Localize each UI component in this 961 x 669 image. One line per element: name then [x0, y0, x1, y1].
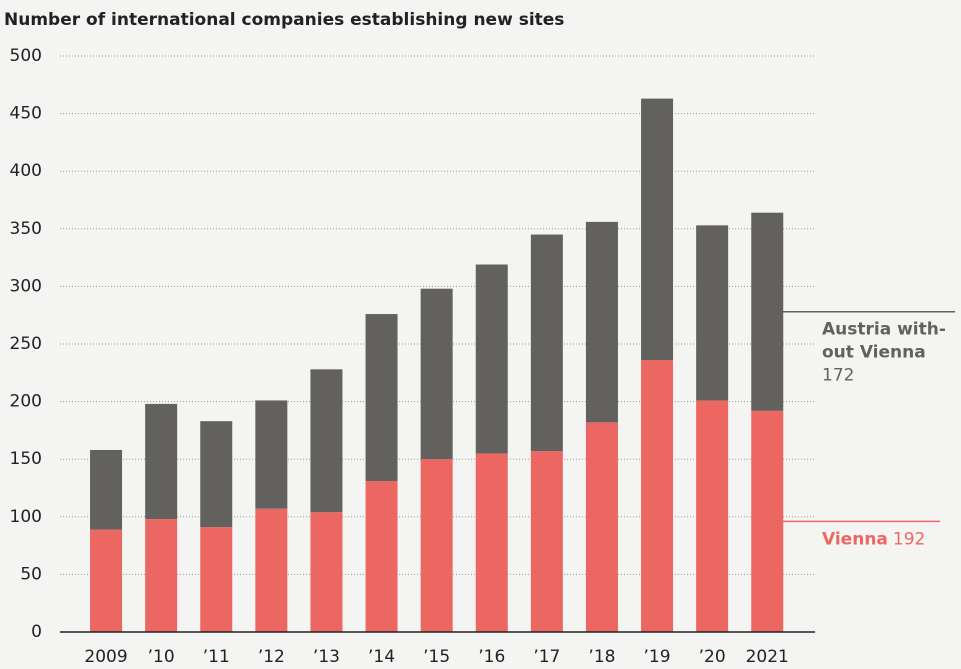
chart-title: Number of international companies establ… — [4, 10, 564, 30]
x-tick-label: ’15 — [423, 647, 450, 667]
bar-segment — [696, 400, 729, 632]
bar-segment — [365, 314, 398, 482]
bar-segment — [585, 422, 618, 632]
bar-segment — [310, 369, 343, 513]
bar-segment — [530, 234, 563, 452]
bar-segment — [90, 529, 123, 632]
bar-segment — [255, 508, 288, 632]
bar-segment — [751, 410, 784, 632]
bar-segment — [585, 221, 618, 423]
series-value-label: 192 — [893, 529, 925, 549]
bar-segment — [641, 98, 674, 361]
y-tick-label: 450 — [10, 104, 42, 124]
series-label: Austria with-out Vienna — [822, 320, 946, 363]
bar-segment — [145, 519, 178, 632]
bar-segment — [420, 288, 453, 460]
y-tick-label: 350 — [10, 219, 42, 239]
bar-segment — [200, 527, 233, 632]
y-tick-label: 100 — [10, 507, 42, 527]
bar-segment — [365, 481, 398, 632]
bar-segment — [641, 360, 674, 632]
bar-segment — [751, 212, 784, 411]
bar-segment — [145, 403, 178, 520]
series-value-label: 172 — [822, 366, 854, 386]
series-label-line: out Vienna — [822, 343, 926, 363]
bar-segment — [90, 449, 123, 530]
bar-segment — [475, 264, 508, 454]
x-tick-label: ’10 — [148, 647, 175, 667]
x-tick-label: 2021 — [746, 647, 789, 667]
x-tick-label: ’11 — [203, 647, 230, 667]
series-label-line: Austria with- — [822, 320, 946, 340]
bar-segment — [255, 400, 288, 509]
bar-segment — [530, 451, 563, 632]
y-tick-label: 250 — [10, 334, 42, 354]
x-tick-label: ’16 — [478, 647, 505, 667]
x-tick-label: ’17 — [533, 647, 560, 667]
series-label: Vienna — [822, 529, 888, 549]
y-tick-label: 200 — [10, 392, 42, 412]
x-tick-label: ’13 — [313, 647, 340, 667]
y-tick-label: 300 — [10, 276, 42, 296]
y-tick-label: 150 — [10, 449, 42, 469]
x-tick-label: 2009 — [84, 647, 127, 667]
x-tick-label: ’14 — [368, 647, 395, 667]
bar-segment — [475, 453, 508, 632]
bar-segment — [200, 421, 233, 528]
x-tick-label: ’19 — [644, 647, 671, 667]
series-label-line: Vienna — [822, 529, 888, 549]
y-tick-label: 400 — [10, 161, 42, 181]
y-tick-label: 50 — [20, 564, 42, 584]
bar-segment — [310, 512, 343, 632]
x-tick-label: ’20 — [699, 647, 726, 667]
x-tick-label: ’12 — [258, 647, 285, 667]
y-tick-label: 0 — [31, 622, 42, 642]
x-tick-label: ’18 — [588, 647, 615, 667]
bar-segment — [420, 459, 453, 632]
bar-segment — [696, 225, 729, 401]
y-tick-label: 500 — [10, 46, 42, 66]
